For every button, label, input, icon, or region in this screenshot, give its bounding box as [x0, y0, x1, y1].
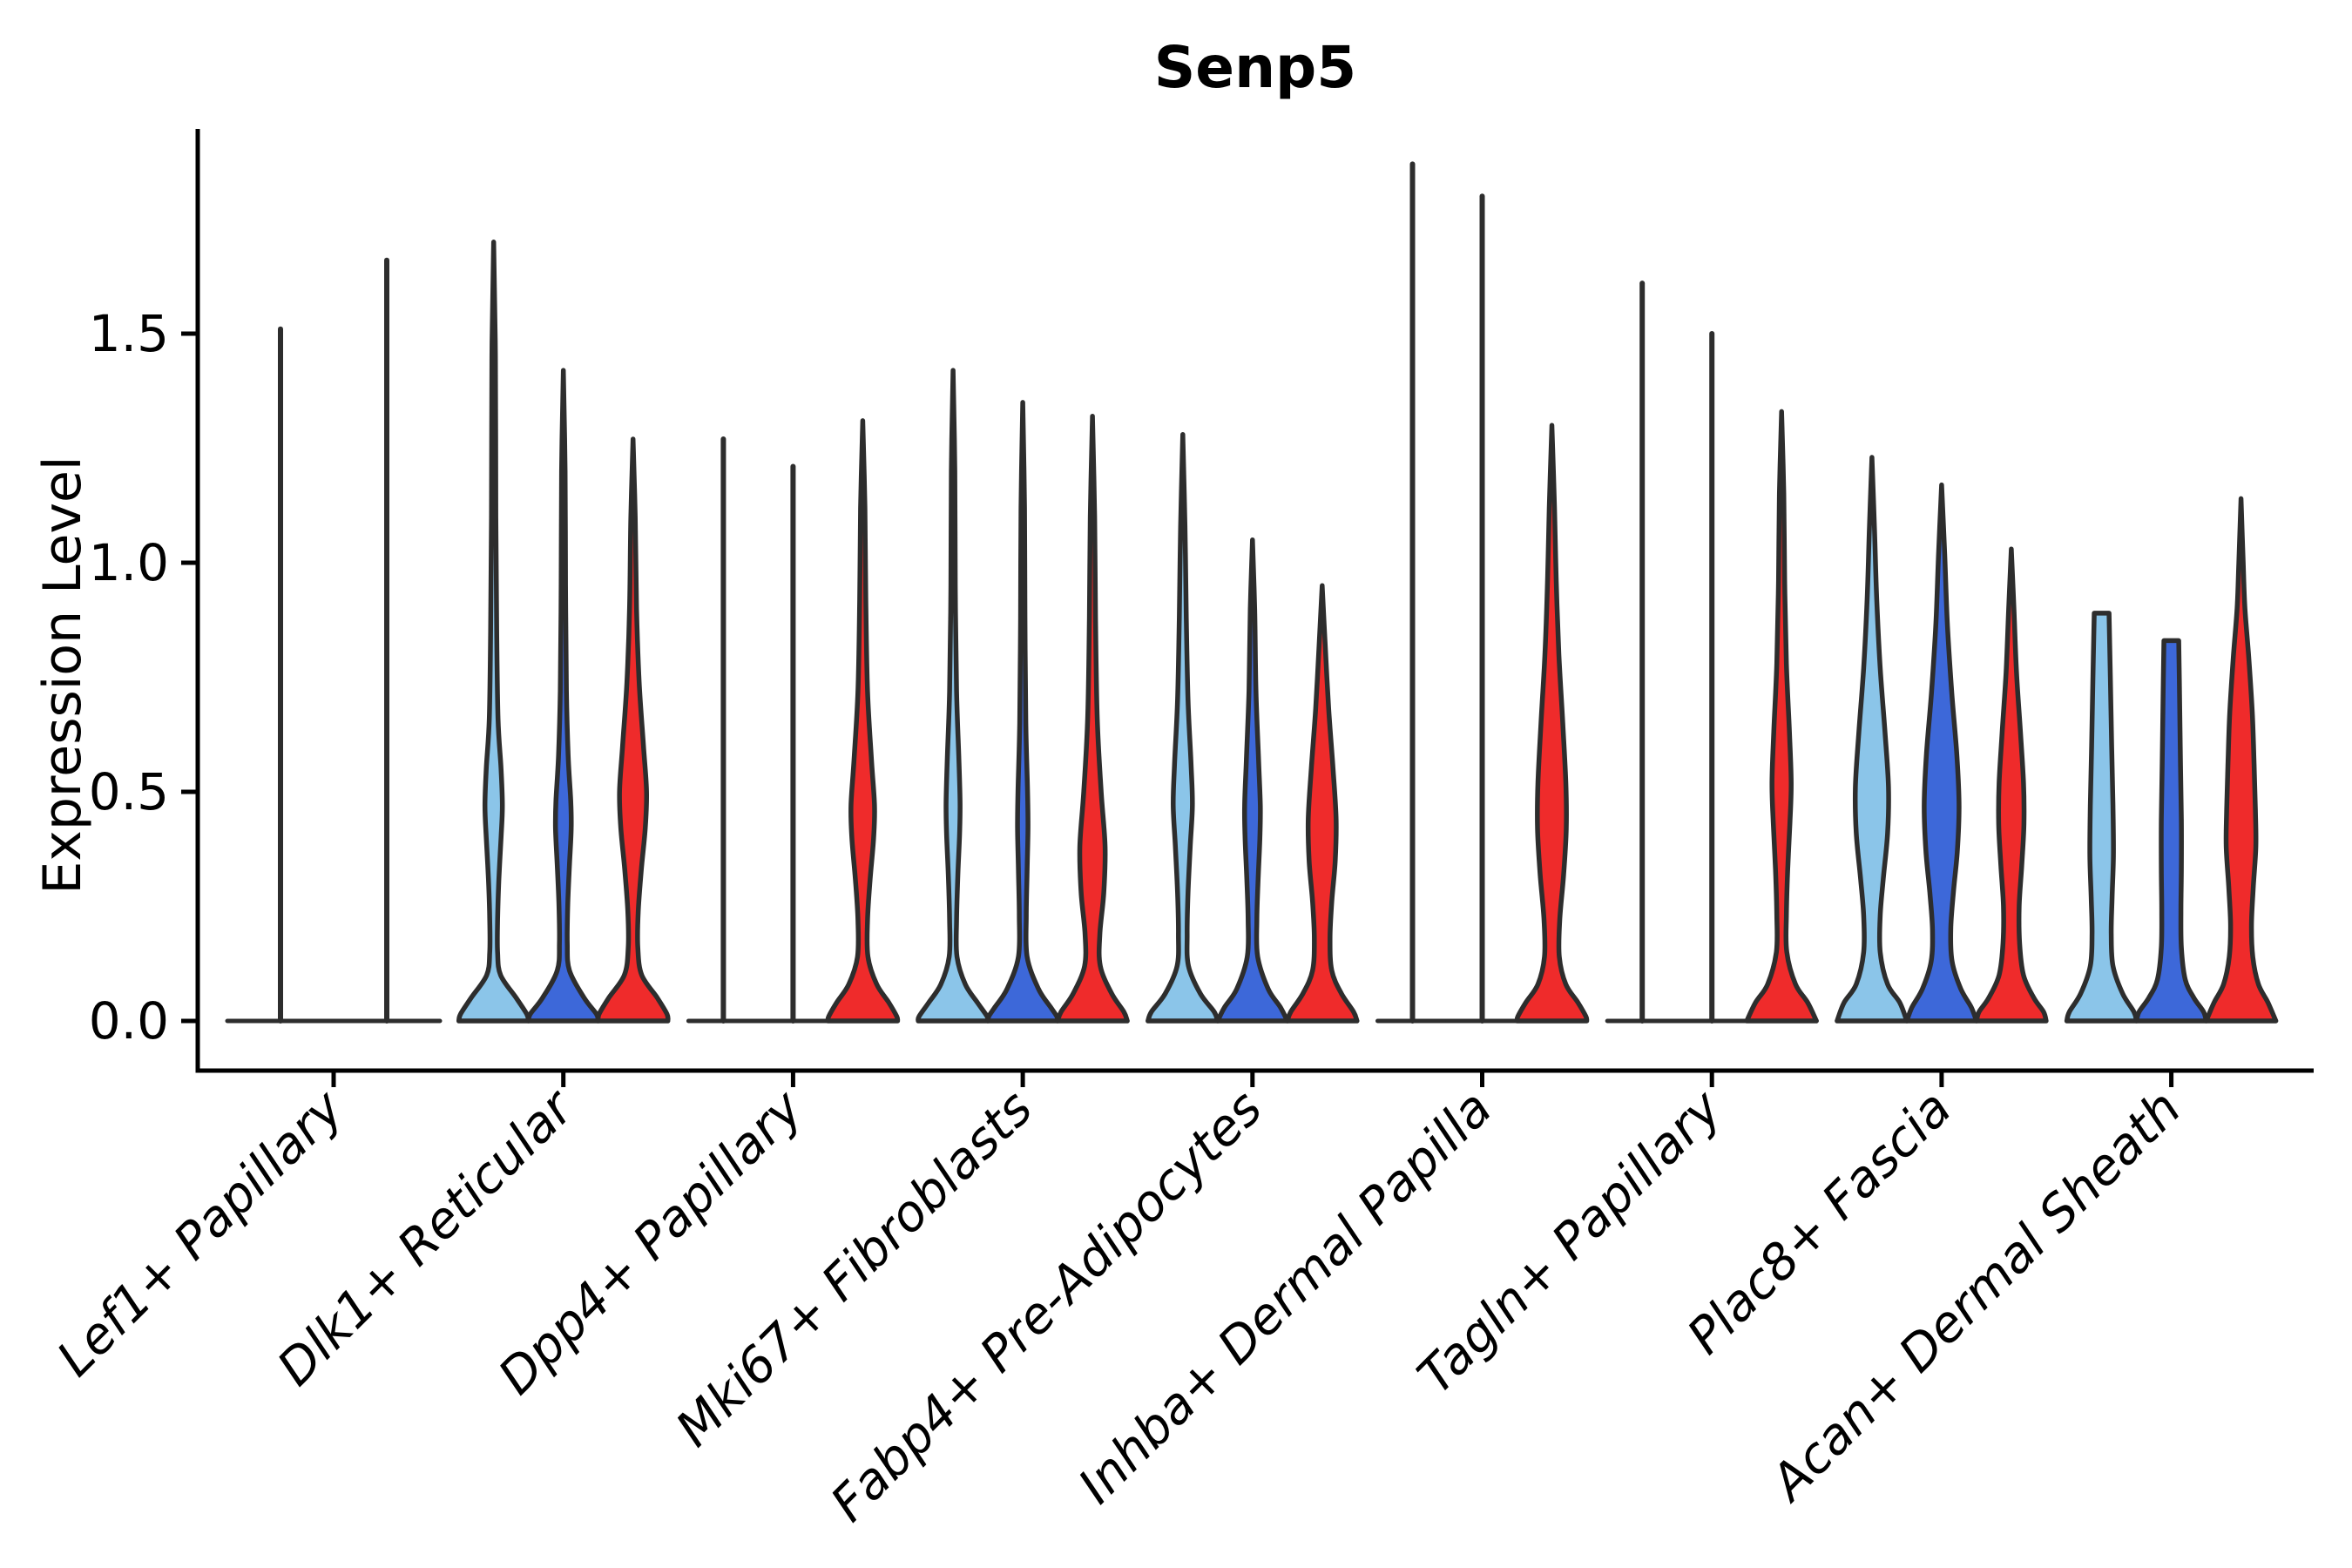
y-tick-label-1.0: 1.0 [89, 533, 169, 592]
violin-fabp4-pre-adipocytes-blue [1215, 537, 1290, 1024]
y-axis-label: Expression Level [32, 456, 93, 894]
y-tick-label-1.5: 1.5 [89, 304, 169, 363]
violin-fabp4-pre-adipocytes-red [1285, 583, 1360, 1024]
chart-title: Senp5 [1154, 34, 1356, 101]
violin-mki67-fibroblasts-lightblue [916, 368, 991, 1024]
violin-dpp4-papillary-red [825, 418, 901, 1024]
violin-tagln-papillary-red [1744, 409, 1819, 1024]
violins-layer [225, 161, 2279, 1024]
violin-inhba-dermal-papilla-red [1514, 422, 1590, 1024]
violin-acan-dermal-sheath-blue [2133, 638, 2209, 1024]
y-tick-labels: 0.0 0.5 1.0 1.5 [89, 304, 169, 1051]
violin-plac8-fascia-blue [1904, 482, 1979, 1024]
y-tick-label-0.0: 0.0 [89, 991, 169, 1051]
violin-fabp4-pre-adipocytes-lightblue [1146, 431, 1220, 1024]
axes [181, 129, 2314, 1087]
violin-acan-dermal-sheath-red [2203, 496, 2279, 1024]
violin-dlk1-reticular-lightblue [456, 240, 531, 1024]
violin-acan-dermal-sheath-lightblue [2064, 611, 2139, 1024]
violin-plac8-fascia-lightblue [1835, 455, 1909, 1024]
y-tick-label-0.5: 0.5 [89, 762, 169, 821]
violin-dlk1-reticular-red [595, 436, 671, 1024]
x-tick-label-inhba-dermal-papilla: Inhba+ Dermal Papilla [1068, 1079, 1504, 1515]
violin-mki67-fibroblasts-blue [985, 400, 1060, 1024]
x-tick-label-fabp4-pre-adipocytes: Fabp4+ Pre-Adipocytes [820, 1079, 1273, 1532]
violin-plac8-fascia-red [1974, 546, 2049, 1024]
violin-mki67-fibroblasts-red [1055, 413, 1130, 1024]
x-tick-label-acan-dermal-sheath: Acan+ Dermal Sheath [1758, 1079, 2192, 1513]
violin-dlk1-reticular-blue [525, 368, 601, 1024]
